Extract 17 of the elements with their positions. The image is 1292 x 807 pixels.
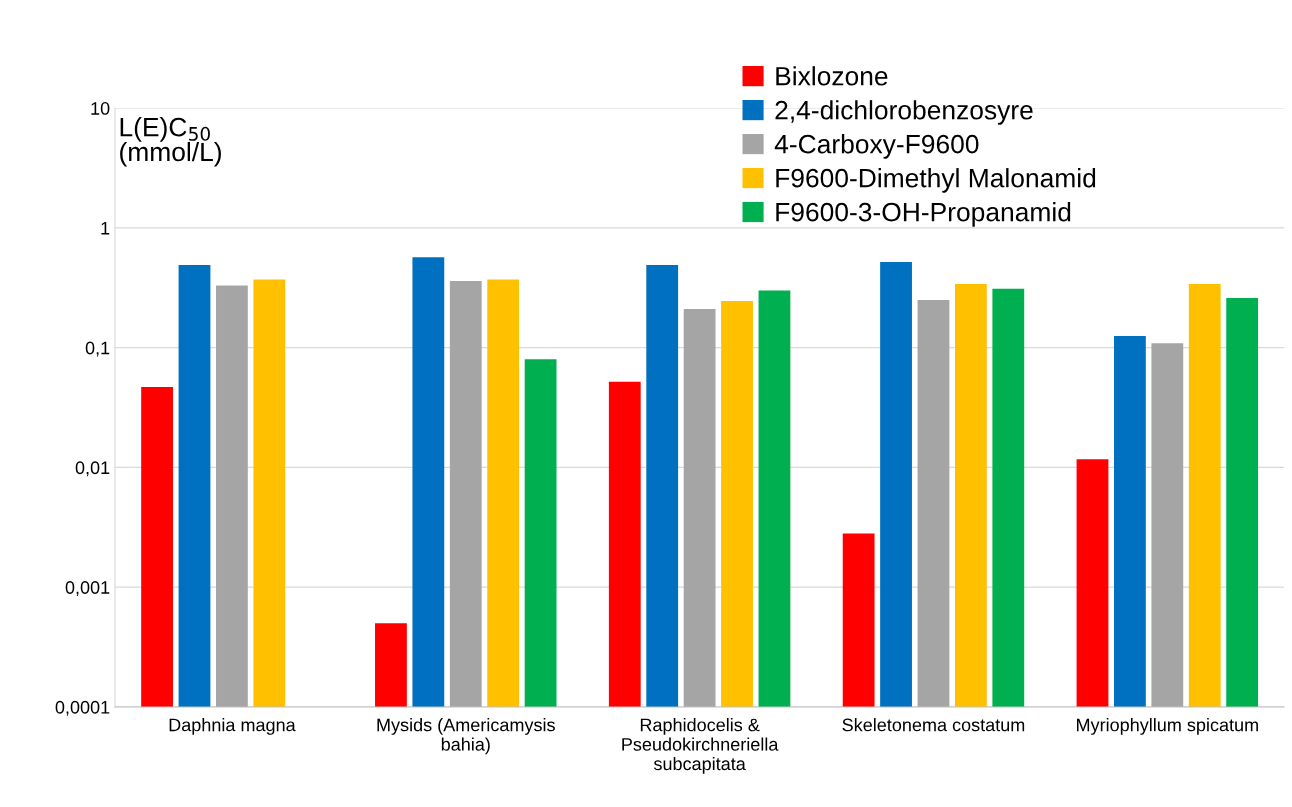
x-tick-label: Daphnia magna <box>169 718 296 735</box>
y-tick-label: 0,001 <box>65 581 110 597</box>
y-tick-label: 0,0001 <box>55 700 110 716</box>
x-tick-label: Myriophyllum spicatum <box>1077 718 1258 735</box>
y-tick-label: 10 <box>91 102 110 115</box>
x-tick-label: Skeletonema costatum <box>842 718 1025 732</box>
y-tick-label: 0,1 <box>85 341 110 357</box>
legend-label: F9600-Dimethyl Malonamid <box>776 168 1096 193</box>
y-axis-title: L(E)C$_{50}$ (mmol/L) <box>120 117 221 167</box>
y-tick-label: 0,01 <box>75 461 110 477</box>
legend-label: Bixlozone <box>776 66 888 86</box>
x-tick-label: Raphidocelis & Pseudokirchneriella subcapitata <box>622 718 779 774</box>
legend-label: 2,4-dichlorobenzosyre <box>775 100 1033 125</box>
y-tick-label: 1 <box>101 222 110 235</box>
x-tick-label: Mysids (Americamysis bahia) <box>377 718 555 755</box>
legend-label: 4-Carboxy-F9600 <box>774 134 979 159</box>
legend-label: F9600-3-OH-Propanamid <box>776 202 1071 227</box>
